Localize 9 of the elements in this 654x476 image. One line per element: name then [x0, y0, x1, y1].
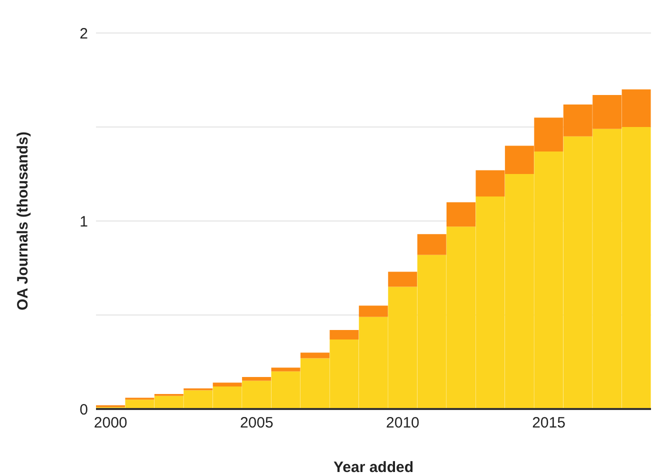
- y-tick-label: 1: [80, 213, 88, 230]
- x-axis-title: Year added: [333, 459, 414, 476]
- x-tick-label: 2000: [94, 414, 128, 432]
- x-tick-label: 2010: [386, 414, 420, 432]
- y-tick-label: 2: [80, 25, 88, 42]
- y-axis-title: OA Journals (thousands): [14, 132, 32, 310]
- x-tick-label: 2005: [240, 414, 274, 432]
- y-tick-label: 0: [80, 401, 88, 418]
- x-tick-label: 2015: [532, 414, 566, 432]
